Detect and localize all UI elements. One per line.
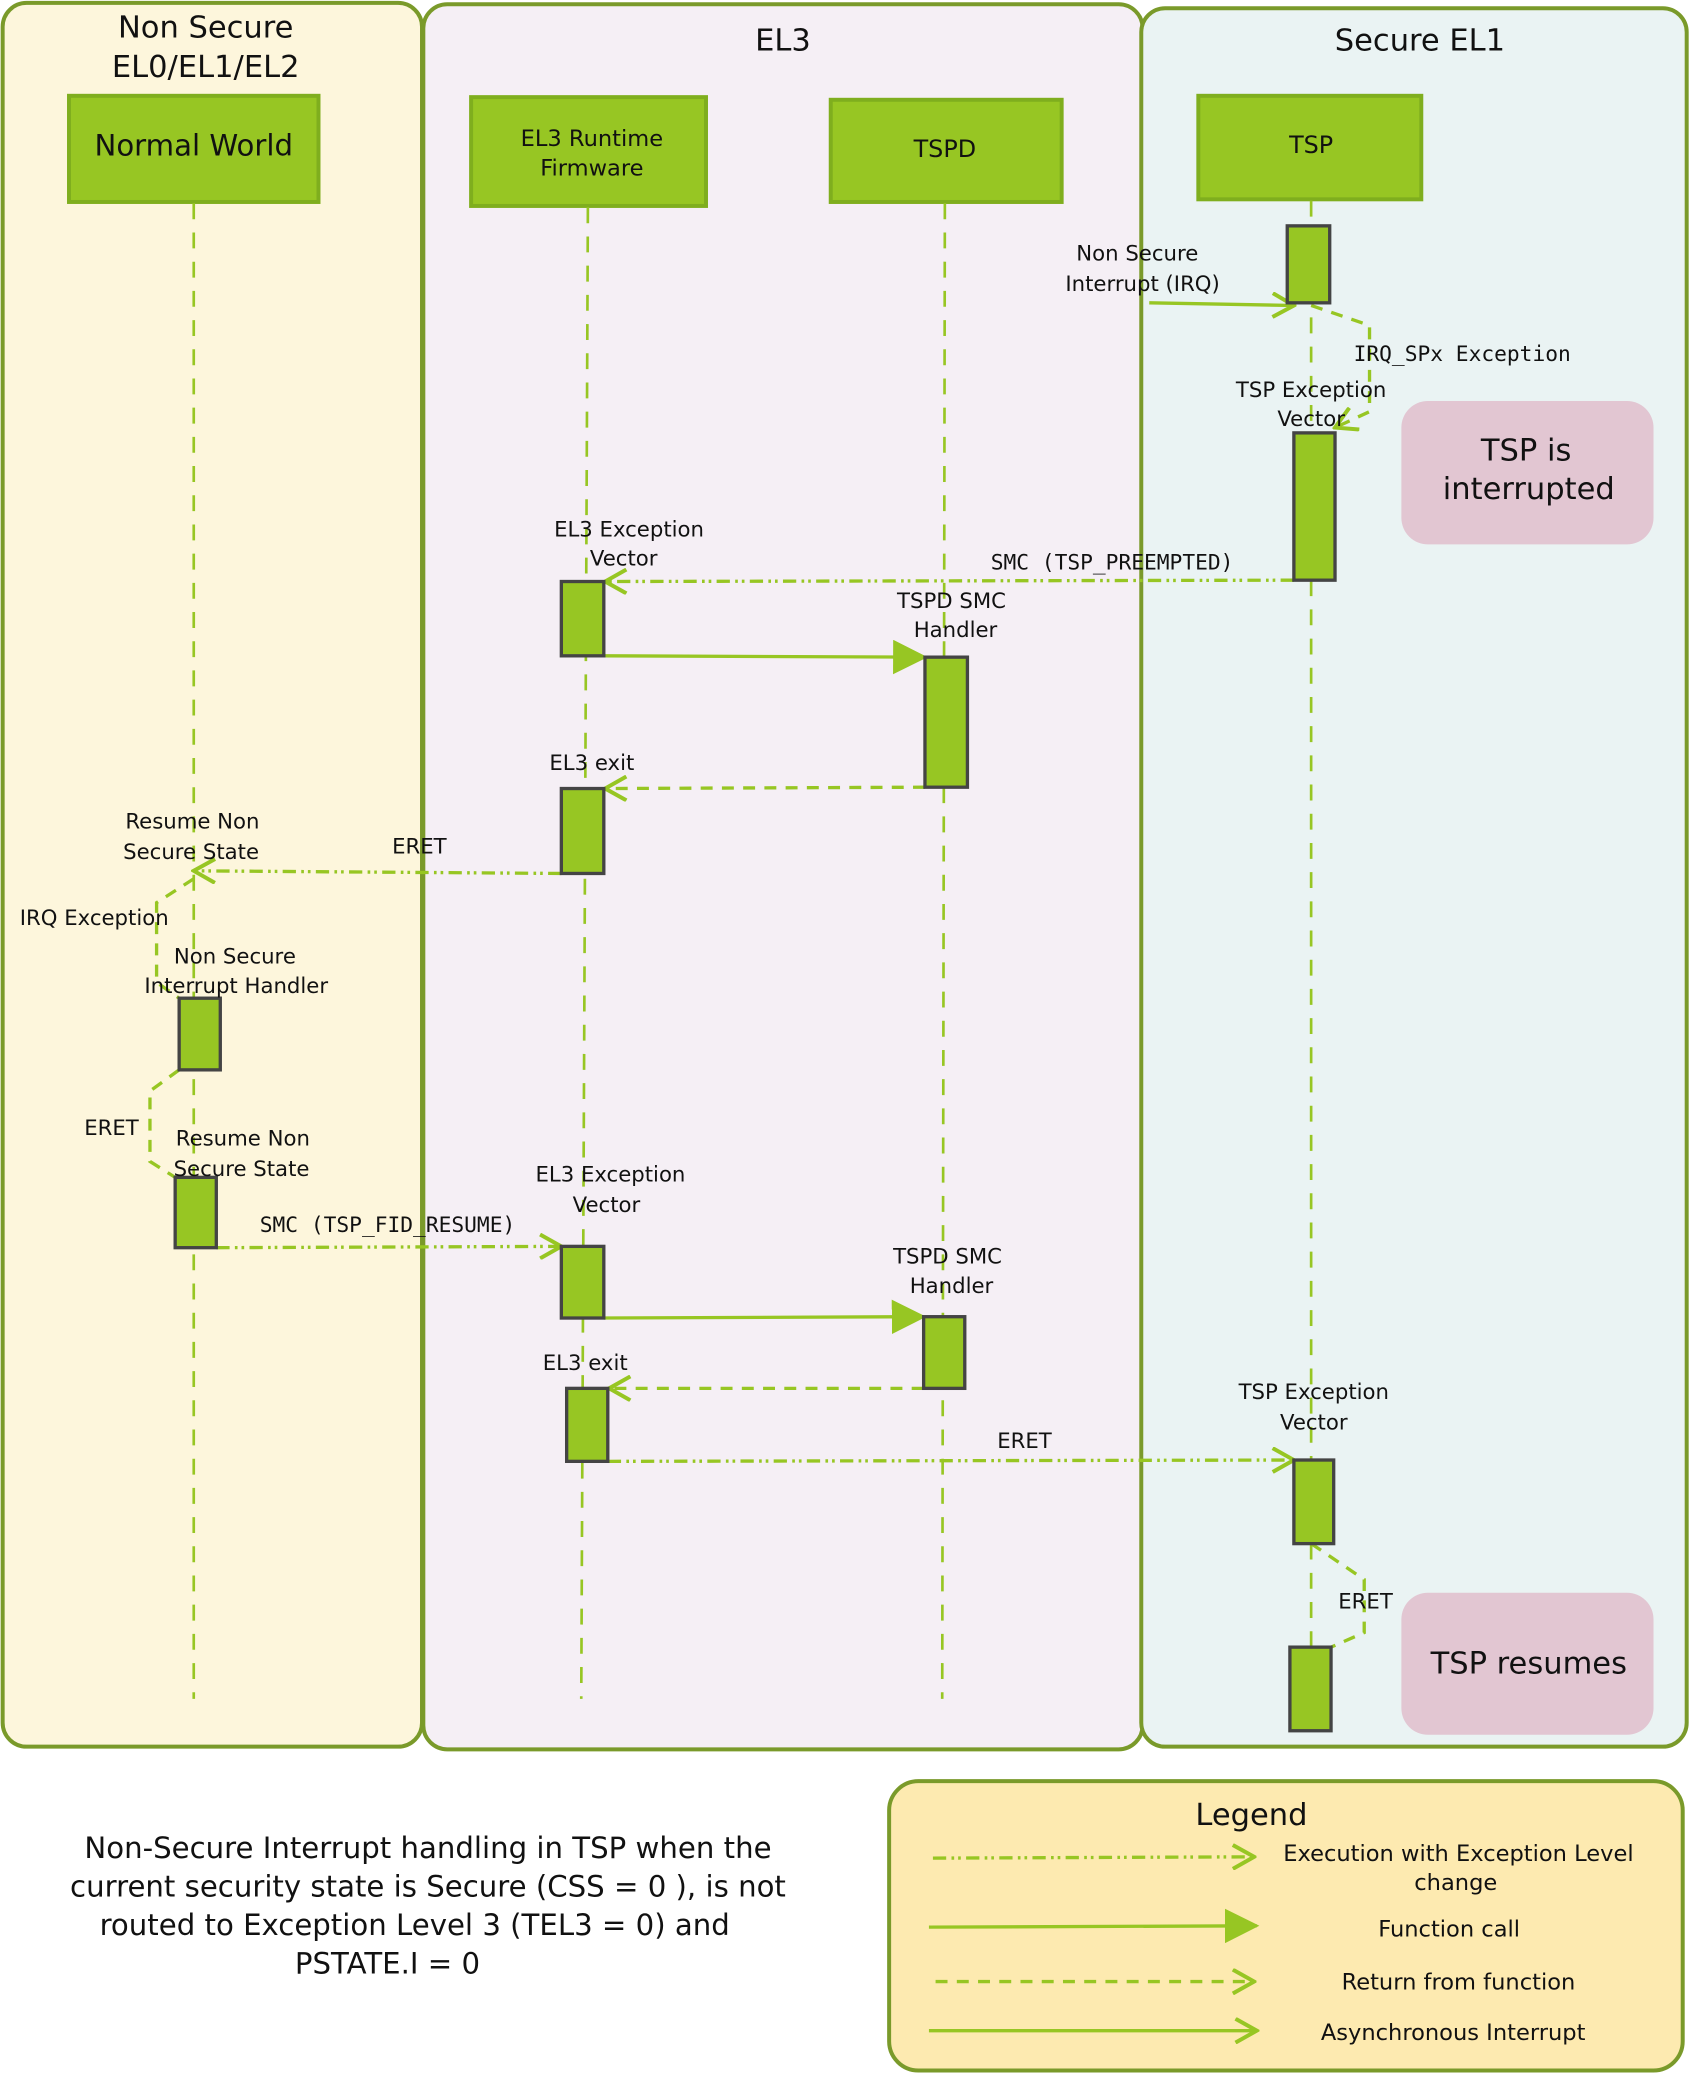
- label-el3-exit-1: EL3 exit: [549, 751, 634, 776]
- lifeline-tspd: [940, 203, 947, 1699]
- arrow-eret-3: [607, 1460, 1294, 1461]
- label-el3-vector-2: EL3 Exception Vector: [535, 1162, 685, 1218]
- legend-label-async-interrupt: Asynchronous Interrupt: [1321, 2020, 1586, 2046]
- arrow-irq-spx-exception: [1310, 303, 1372, 427]
- activation-tsp-4: [1288, 1645, 1333, 1733]
- activation-el3-2: [559, 786, 606, 876]
- label-ns-interrupt: Non Secure Interrupt (IRQ): [1065, 241, 1219, 297]
- lane-el3: [421, 2, 1145, 1752]
- activation-nw-1: [177, 996, 222, 1072]
- activation-tsp-2: [1292, 431, 1337, 582]
- note-tsp-resumes-text: TSP resumes: [1430, 1647, 1627, 1682]
- participant-el3-runtime-label: EL3 Runtime Firmware: [521, 126, 664, 181]
- legend-line-function-call: [928, 1908, 1260, 1944]
- activation-nw-2: [173, 1175, 218, 1250]
- arrow-eret-1: [194, 871, 562, 874]
- activation-tspd-2: [921, 1315, 967, 1391]
- arrow-async-interrupt: [1149, 303, 1294, 306]
- arrow-eret-2: [148, 1068, 181, 1179]
- activation-el3-3: [559, 1244, 606, 1320]
- label-smc-preempted: SMC (TSP_PREEMPTED): [991, 551, 1234, 576]
- label-eret-4: ERET: [1338, 1590, 1394, 1615]
- label-irq-exception: IRQ Exception: [20, 906, 169, 931]
- arrow-irq-exception: [154, 877, 195, 1000]
- lifeline-el3-runtime: [579, 207, 590, 1699]
- label-smc-resume: SMC (TSP_FID_RESUME): [260, 1213, 516, 1238]
- label-tsp-vector-2: TSP Exception Vector: [1238, 1380, 1389, 1436]
- note-tsp-interrupted: [1401, 401, 1654, 545]
- label-irq-spx: IRQ_SPx Exception: [1354, 342, 1571, 367]
- label-tsp-vector-1: TSP Exception Vector: [1235, 378, 1386, 432]
- legend-label-function-call: Function call: [1378, 1916, 1520, 1942]
- arrow-smc-resume: [216, 1246, 561, 1247]
- label-el3-exit-2: EL3 exit: [543, 1351, 628, 1376]
- legend-label-exception-level: Execution with Exception Level change: [1283, 1841, 1633, 1896]
- lane-title-el3: EL3: [755, 24, 811, 59]
- label-resume-ns-2: Resume Non Secure State: [174, 1127, 310, 1183]
- caption: Non-Secure Interrupt handling in TSP whe…: [70, 1831, 795, 1980]
- label-tspd-handler-2: TSPD SMC Handler: [892, 1245, 1002, 1299]
- label-ns-handler: Non Secure Interrupt Handler: [144, 945, 328, 999]
- legend-line-exception-level: [932, 1857, 1254, 1858]
- participant-tspd: [828, 97, 1064, 204]
- note-tsp-resumes: [1401, 1592, 1654, 1735]
- lane-secure-el1: [1139, 6, 1689, 1749]
- participant-tspd-label: TSPD: [913, 135, 977, 163]
- arrow-function-call-1: [603, 639, 928, 675]
- label-eret-3: ERET: [997, 1429, 1053, 1454]
- activation-tspd-1: [923, 655, 970, 789]
- lane-title-secure-el1: Secure EL1: [1335, 24, 1505, 59]
- lane-non-secure: [0, 0, 424, 1749]
- label-el3-vector-1: EL3 Exception Vector: [554, 517, 704, 571]
- label-tspd-handler-1: TSPD SMC Handler: [896, 589, 1006, 643]
- note-tsp-interrupted-text: TSP is interrupted: [1443, 434, 1615, 507]
- label-eret-2: ERET: [84, 1116, 140, 1141]
- activation-el3-4: [564, 1386, 610, 1464]
- participant-tsp: [1196, 93, 1424, 202]
- participant-el3-runtime: [469, 95, 708, 208]
- legend-box: [887, 1779, 1685, 2073]
- legend-title: Legend: [1195, 1798, 1307, 1833]
- participant-normal-world-label: Normal World: [94, 129, 293, 163]
- activation-el3-1: [559, 579, 606, 658]
- activation-tsp-1: [1285, 224, 1332, 305]
- label-eret-1: ERET: [392, 835, 448, 860]
- arrow-smc-preempted: [605, 580, 1294, 581]
- arrow-return-1: [605, 787, 925, 788]
- label-resume-ns-1: Resume Non Secure State: [123, 809, 259, 865]
- arrow-function-call-2: [603, 1299, 927, 1335]
- activation-tsp-3: [1292, 1458, 1336, 1546]
- legend-label-return: Return from function: [1342, 1970, 1576, 1996]
- lane-title-non-secure: Non Secure EL0/EL1/EL2: [112, 10, 300, 85]
- arrow-eret-4: [1310, 1542, 1366, 1649]
- participant-tsp-label: TSP: [1288, 131, 1333, 159]
- participant-normal-world: [67, 93, 321, 204]
